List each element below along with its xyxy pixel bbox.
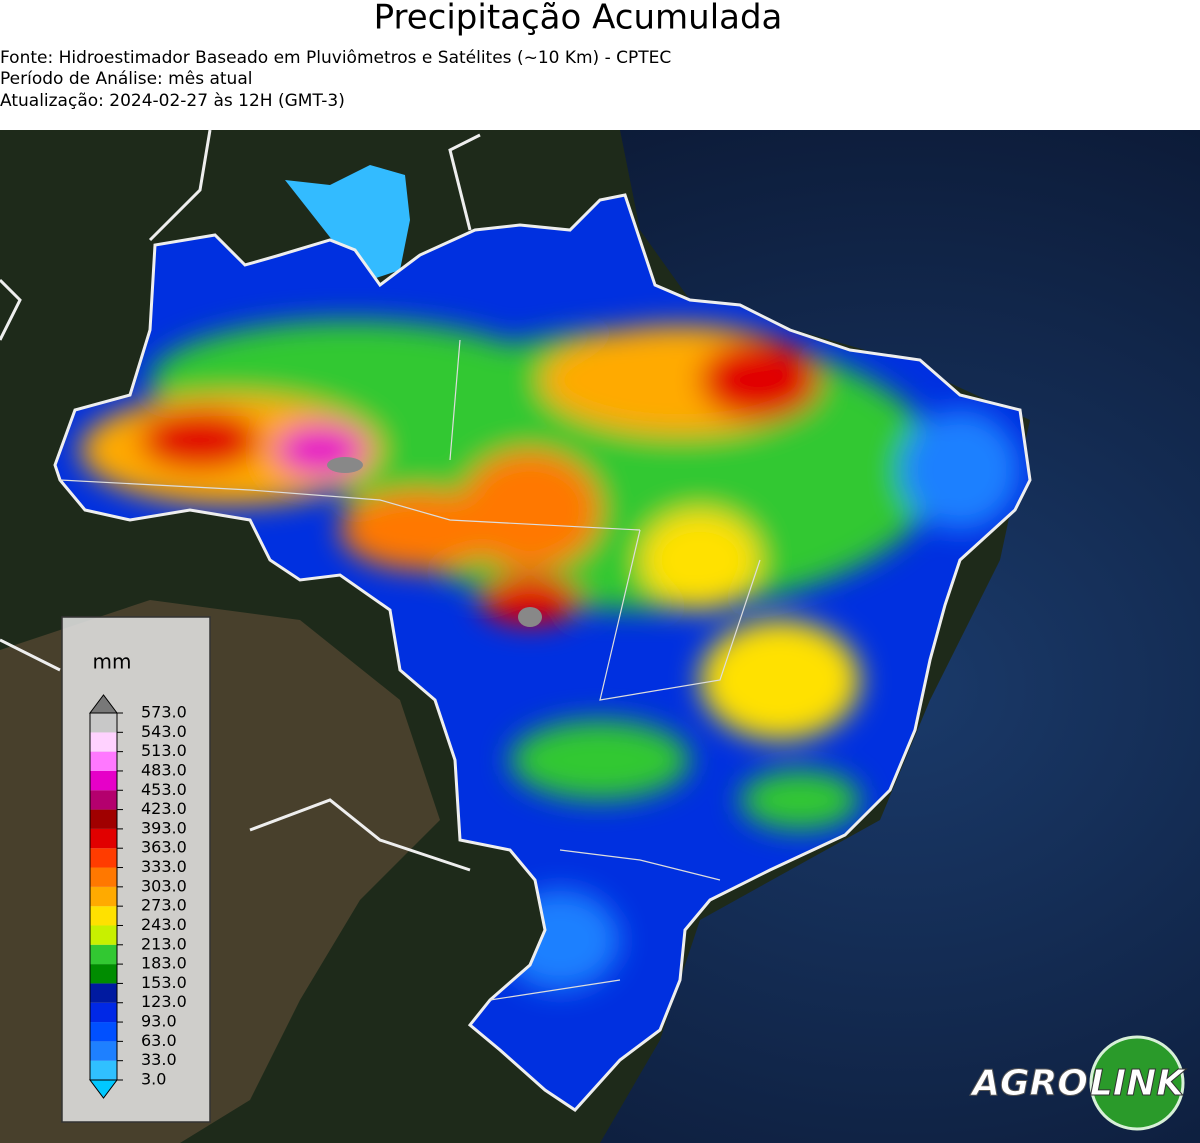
colorbar-bin (90, 828, 117, 849)
colorbar-bin (90, 983, 117, 1003)
colorbar-tick-label: 123.0 (141, 992, 187, 1011)
subtitle-line: Período de Análise: mês atual (0, 69, 252, 89)
colorbar-tick-label: 243.0 (141, 915, 187, 934)
colorbar-bin (90, 848, 117, 868)
colorbar-tick-label: 483.0 (141, 760, 187, 779)
neighbor-borders (0, 129, 481, 872)
subtitle-line: Fonte: Hidroestimador Baseado em Pluviôm… (0, 48, 671, 68)
logo-circle (1089, 1035, 1185, 1131)
title: Precipitação Acumulada (374, 0, 783, 38)
max-spot (518, 607, 542, 627)
colorbar-bin (90, 770, 117, 791)
colorbar-tick-label: 33.0 (141, 1050, 177, 1069)
logo-text: LINK (1090, 1063, 1187, 1104)
colorbar-frame (89, 712, 118, 1081)
colorbar-tick-label: 93.0 (141, 1012, 177, 1031)
colorbar-tick-label: 63.0 (141, 1031, 177, 1050)
colorbar-bin (90, 886, 117, 907)
colorbar-bin (90, 809, 117, 829)
colorbar-bin (90, 1002, 117, 1023)
colorbar-tick-label: 153.0 (141, 973, 187, 992)
colorbar-tick-label: 273.0 (141, 896, 187, 915)
colorbar-tick-label: 573.0 (141, 703, 187, 722)
colorbar: 3.033.063.093.0123.0153.0183.0213.0243.0… (89, 694, 187, 1099)
colorbar-tick-label: 363.0 (141, 838, 187, 857)
max-spot (327, 457, 363, 473)
colorbar-tick-label: 423.0 (141, 799, 187, 818)
colorbar-tick-label: 3.0 (141, 1070, 166, 1089)
colorbar-bin (90, 1041, 117, 1061)
colorbar-tick-label: 393.0 (141, 818, 187, 837)
logo: AGRO LINK (969, 1035, 1188, 1131)
colorbar-bin (90, 906, 117, 926)
colorbar-bin (90, 964, 117, 984)
colorbar-bin (90, 944, 117, 965)
colorbar-bin (90, 1060, 117, 1080)
colorbar-tick-label: 333.0 (141, 857, 187, 876)
colorbar-bin (90, 867, 117, 887)
colorbar-bin (90, 713, 117, 733)
map (0, 129, 1200, 1143)
colorbar-bin (90, 925, 117, 945)
colorbar-tick-label: 183.0 (141, 954, 187, 973)
state-borders (59, 339, 761, 1001)
colorbar-bin (90, 790, 117, 810)
colorbar-bin (90, 1022, 117, 1042)
colorbar-tick-label: 213.0 (141, 934, 187, 953)
colorbar-tick-label: 513.0 (141, 741, 187, 760)
colorbar-tick-label: 543.0 (141, 722, 187, 741)
colorbar-tick-label: 303.0 (141, 876, 187, 895)
logo-text: AGRO (969, 1063, 1088, 1104)
colorbar-bin (90, 732, 117, 752)
colorbar-bin (90, 751, 117, 771)
colorbar-box (61, 616, 211, 1123)
roraima-region (285, 165, 410, 280)
subtitle-line: Atualização: 2024-02-27 às 12H (GMT-3) (0, 91, 345, 111)
colorbar-unit: mm (93, 650, 132, 674)
colorbar-tick-label: 453.0 (141, 780, 187, 799)
